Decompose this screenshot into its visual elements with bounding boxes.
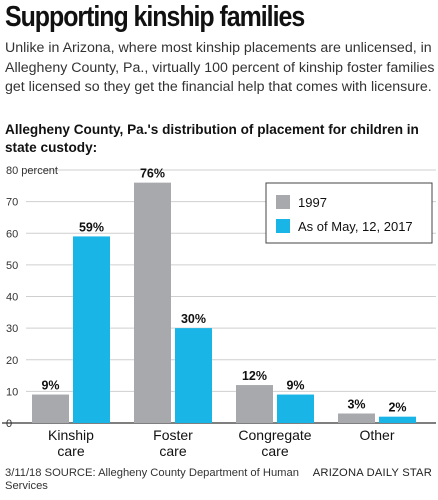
chart-title: Allegheny County, Pa.'s distribution of …	[5, 122, 419, 155]
category-label: Foster	[153, 427, 193, 443]
category-label: Congregate	[238, 427, 311, 443]
y-tick-label: 80 percent	[6, 165, 58, 177]
legend-label: 1997	[298, 195, 327, 210]
y-tick-label: 0	[6, 418, 12, 430]
data-label: 12%	[242, 369, 267, 383]
y-tick-label: 10	[6, 386, 18, 398]
category-label: care	[261, 443, 288, 459]
category-label: Kinship	[48, 427, 94, 443]
headline: Supporting kinship families	[5, 1, 305, 33]
y-tick-label: 30	[6, 323, 18, 335]
bar-1	[338, 413, 375, 423]
footer-source: 3/11/18 SOURCE: Allegheny County Departm…	[5, 467, 299, 492]
y-tick-label: 70	[6, 197, 18, 209]
y-tick-label: 20	[6, 355, 18, 367]
y-tick-label: 50	[6, 260, 18, 272]
bar-2	[277, 394, 314, 423]
y-tick-label: 60	[6, 228, 18, 240]
bar-2	[379, 416, 416, 423]
data-label: 3%	[347, 398, 365, 412]
data-label: 2%	[388, 401, 406, 415]
data-label: 59%	[79, 220, 104, 234]
y-tick-label: 40	[6, 292, 18, 304]
data-label: 76%	[140, 167, 165, 181]
bar-2	[175, 328, 212, 423]
bar-1	[32, 394, 69, 423]
footer-credit: ARIZONA DAILY STAR	[312, 467, 432, 479]
legend-label: As of May, 12, 2017	[298, 219, 413, 234]
legend-box	[265, 182, 433, 244]
data-label: 9%	[286, 379, 304, 393]
category-label: care	[57, 443, 84, 459]
legend-swatch	[276, 195, 290, 209]
data-label: 9%	[41, 379, 59, 393]
bar-1	[236, 385, 273, 423]
bar-1	[134, 182, 171, 423]
legend-swatch	[276, 219, 290, 233]
category-label: Other	[359, 427, 394, 443]
data-label: 30%	[181, 312, 206, 326]
category-label: care	[159, 443, 186, 459]
intro-text: Unlike in Arizona, where most kinship pl…	[5, 40, 435, 95]
bar-2	[73, 236, 110, 423]
